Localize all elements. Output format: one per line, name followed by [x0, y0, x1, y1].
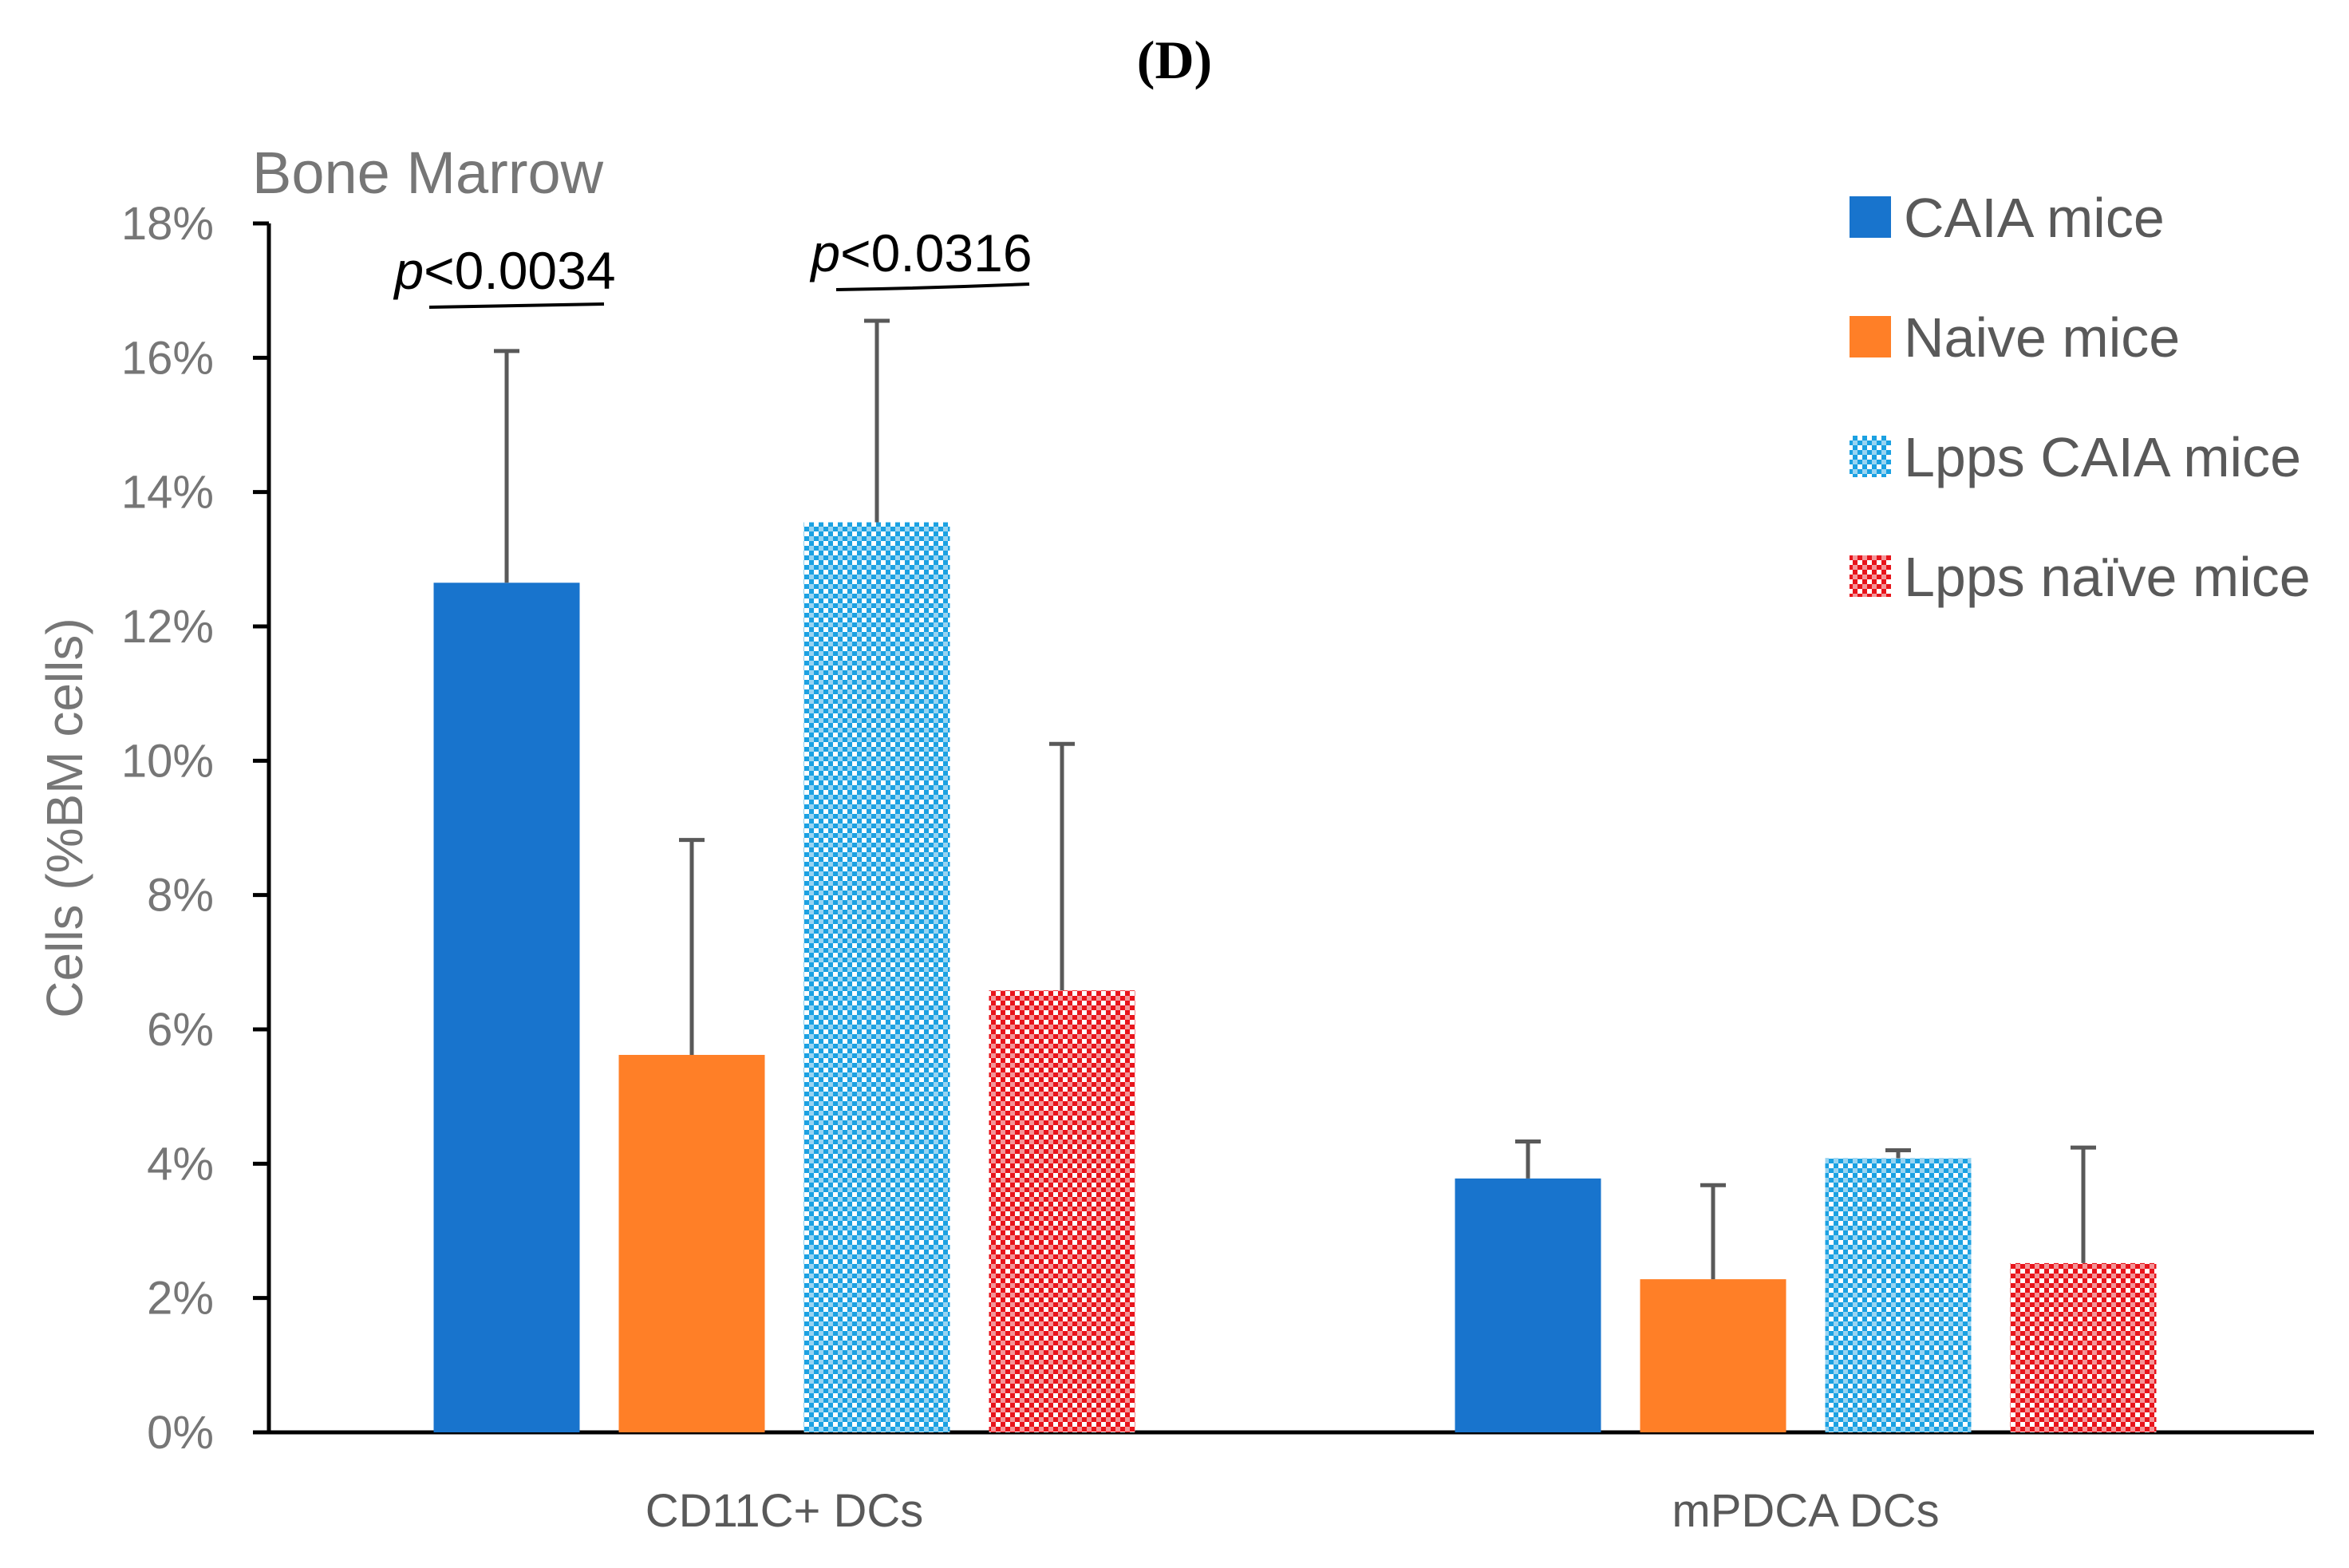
y-tick-label: 4% — [147, 1138, 214, 1190]
panel-label: (D) — [1137, 30, 1212, 90]
legend: CAIA mice Naive mice Lpps CAIA mice Lpps na… — [1850, 187, 2311, 608]
annotations: p<0.0034 p<0.0316 — [393, 223, 1032, 309]
bar-caia-mice-cd11c-dcs — [433, 583, 580, 1432]
bar-lpps-na-ve-mice-mpdca-dcs — [2010, 1262, 2157, 1432]
bar-naive-mice-cd11c-dcs — [618, 1054, 765, 1432]
y-tick-label: 14% — [121, 467, 214, 519]
p-value-label: p<0.0316 — [809, 223, 1032, 282]
legend-swatch-lpps-na-ve-mice — [1850, 555, 1891, 597]
y-tick-label: 0% — [147, 1407, 214, 1459]
bar-lpps-na-ve-mice-cd11c-dcs — [989, 990, 1135, 1432]
category-label-mpdca-dcs: mPDCA DCs — [1672, 1485, 1939, 1537]
legend-swatch-caia-mice — [1850, 196, 1891, 238]
axes: 0% 2% 4% 6% 8% 10% 12% 14% 16% 18% CD11C+ DCs mPDCA… — [121, 198, 2314, 1537]
y-tick-label: 12% — [121, 601, 214, 653]
legend-swatch-naive-mice — [1850, 316, 1891, 357]
significance-line — [428, 302, 605, 309]
bars — [433, 522, 2157, 1432]
bar-caia-mice-mpdca-dcs — [1455, 1178, 1601, 1432]
y-tick-label: 2% — [147, 1273, 214, 1325]
legend-label-naive-mice: Naive mice — [1904, 306, 2180, 369]
y-tick-label: 8% — [147, 870, 214, 922]
legend-label-lpps-na-ve-mice: Lpps naïve mice — [1904, 546, 2311, 608]
legend-label-caia-mice: CAIA mice — [1904, 187, 2165, 249]
bar-lpps-caia-mice-mpdca-dcs — [1825, 1158, 1972, 1432]
p-value-label: p<0.0034 — [393, 241, 615, 300]
error-bars — [494, 318, 2096, 1280]
significance-line — [835, 282, 1030, 291]
legend-swatch-lpps-caia-mice — [1850, 436, 1891, 477]
bar-naive-mice-mpdca-dcs — [1640, 1279, 1786, 1432]
chart-subtitle: Bone Marrow — [252, 140, 604, 206]
y-tick-label: 16% — [121, 332, 214, 384]
category-label-cd11c-dcs: CD11C+ DCs — [645, 1485, 924, 1537]
legend-label-lpps-caia-mice: Lpps CAIA mice — [1904, 426, 2301, 488]
y-tick-label: 6% — [147, 1004, 214, 1056]
y-axis-title: Cells (%BM cells) — [36, 618, 93, 1017]
y-tick-label: 18% — [121, 198, 214, 250]
y-tick-label: 10% — [121, 735, 214, 787]
bar-lpps-caia-mice-cd11c-dcs — [803, 522, 950, 1432]
